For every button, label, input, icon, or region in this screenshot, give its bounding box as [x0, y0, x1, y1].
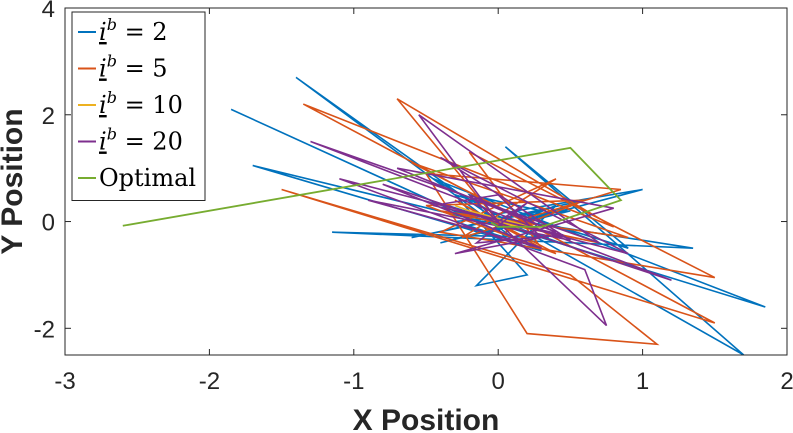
legend-label: ib = 20	[99, 125, 183, 156]
y-tick-label: 2	[42, 103, 55, 130]
ticks-layer: -3 -2 -1 0 1 2 -2 0 2 4	[34, 0, 793, 395]
legend-label: ib = 10	[99, 88, 183, 119]
y-tick-label: 0	[42, 210, 55, 237]
legend-label: Optimal	[99, 164, 196, 192]
legend-label: ib = 2	[99, 15, 168, 46]
x-tick-label: -3	[54, 368, 75, 395]
x-tick-label: 1	[636, 368, 649, 395]
x-tick-label: 0	[492, 368, 505, 395]
legend-label: ib = 5	[99, 52, 168, 83]
legend-box	[71, 11, 206, 201]
series-line-ib-5	[281, 98, 716, 346]
x-axis-label: X Position	[353, 404, 500, 433]
x-tick-label: 2	[780, 368, 793, 395]
series-line-optimal	[122, 146, 623, 228]
x-tick-label: -1	[343, 368, 364, 395]
y-axis-label: Y Position	[0, 108, 29, 254]
series-layer	[122, 76, 766, 355]
legend: ib = 2 ib = 5 ib = 10 ib = 20 Optimal	[71, 11, 206, 201]
x-tick-label: -2	[199, 368, 220, 395]
y-tick-label: -2	[34, 316, 55, 343]
y-tick-label: 4	[42, 0, 55, 23]
plot-frame	[64, 7, 788, 356]
series-line-ib-20	[310, 114, 672, 327]
